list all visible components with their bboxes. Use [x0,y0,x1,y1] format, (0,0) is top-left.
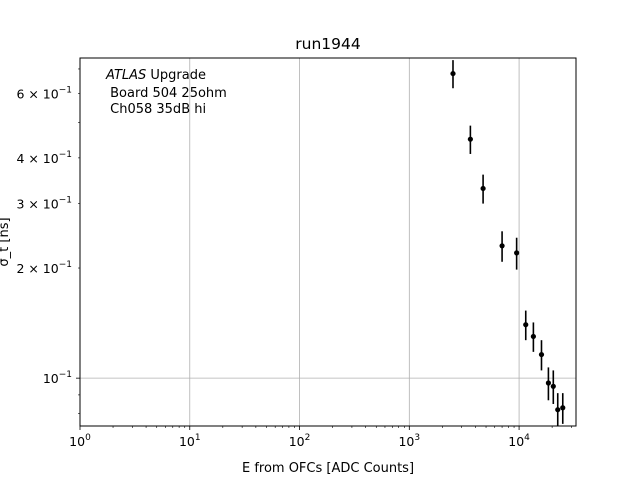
annotation: ATLAS Upgrade Board 504 25ohm Ch058 35dB… [105,68,227,117]
plot-frame [79,57,577,427]
error-bars [452,60,564,426]
y-tick-label: 3 × 10−1 [16,196,72,212]
x-tick-label: 104 [508,433,530,449]
data-point [545,380,552,386]
annotation-upgrade: Upgrade [146,68,206,83]
data-point [450,70,456,77]
annotation-board: Board 504 25ohm [106,86,227,101]
data-point [499,243,505,249]
data-point [467,136,473,142]
x-axis-label: E from OFCs [ADC Counts] [242,461,414,476]
annotation-channel: Ch058 35dB hi [106,102,206,117]
x-tick-label: 100 [69,433,91,449]
annotation-atlas: ATLAS [105,68,146,83]
y-tick-label: 2 × 10−1 [16,260,72,276]
data-point [530,333,536,340]
minor-ticks [78,68,572,428]
x-axis: 100 101 102 103 104 [69,426,530,449]
y-tick-label: 4 × 10−1 [16,150,72,166]
y-axis: 10−1 2 × 10−1 3 × 10−1 4 × 10−1 6 × 10−1 [16,85,80,386]
x-tick-label: 101 [179,433,201,449]
data-point [514,250,520,256]
x-tick-label: 102 [289,433,311,449]
data-point [480,185,486,192]
y-tick-label: 10−1 [43,370,72,386]
svg-text:ATLAS Upgrade: ATLAS Upgrade [105,68,206,83]
data-point [560,405,566,411]
y-axis-label: σ_t [ns] [0,217,12,266]
data-point [523,322,529,328]
data-point [555,407,561,413]
y-tick-label: 6 × 10−1 [16,85,72,101]
data-points [450,70,566,413]
data-point [538,351,545,358]
x-tick-label: 103 [398,433,420,449]
data-point [550,383,556,389]
chart-title: run1944 [295,35,360,53]
